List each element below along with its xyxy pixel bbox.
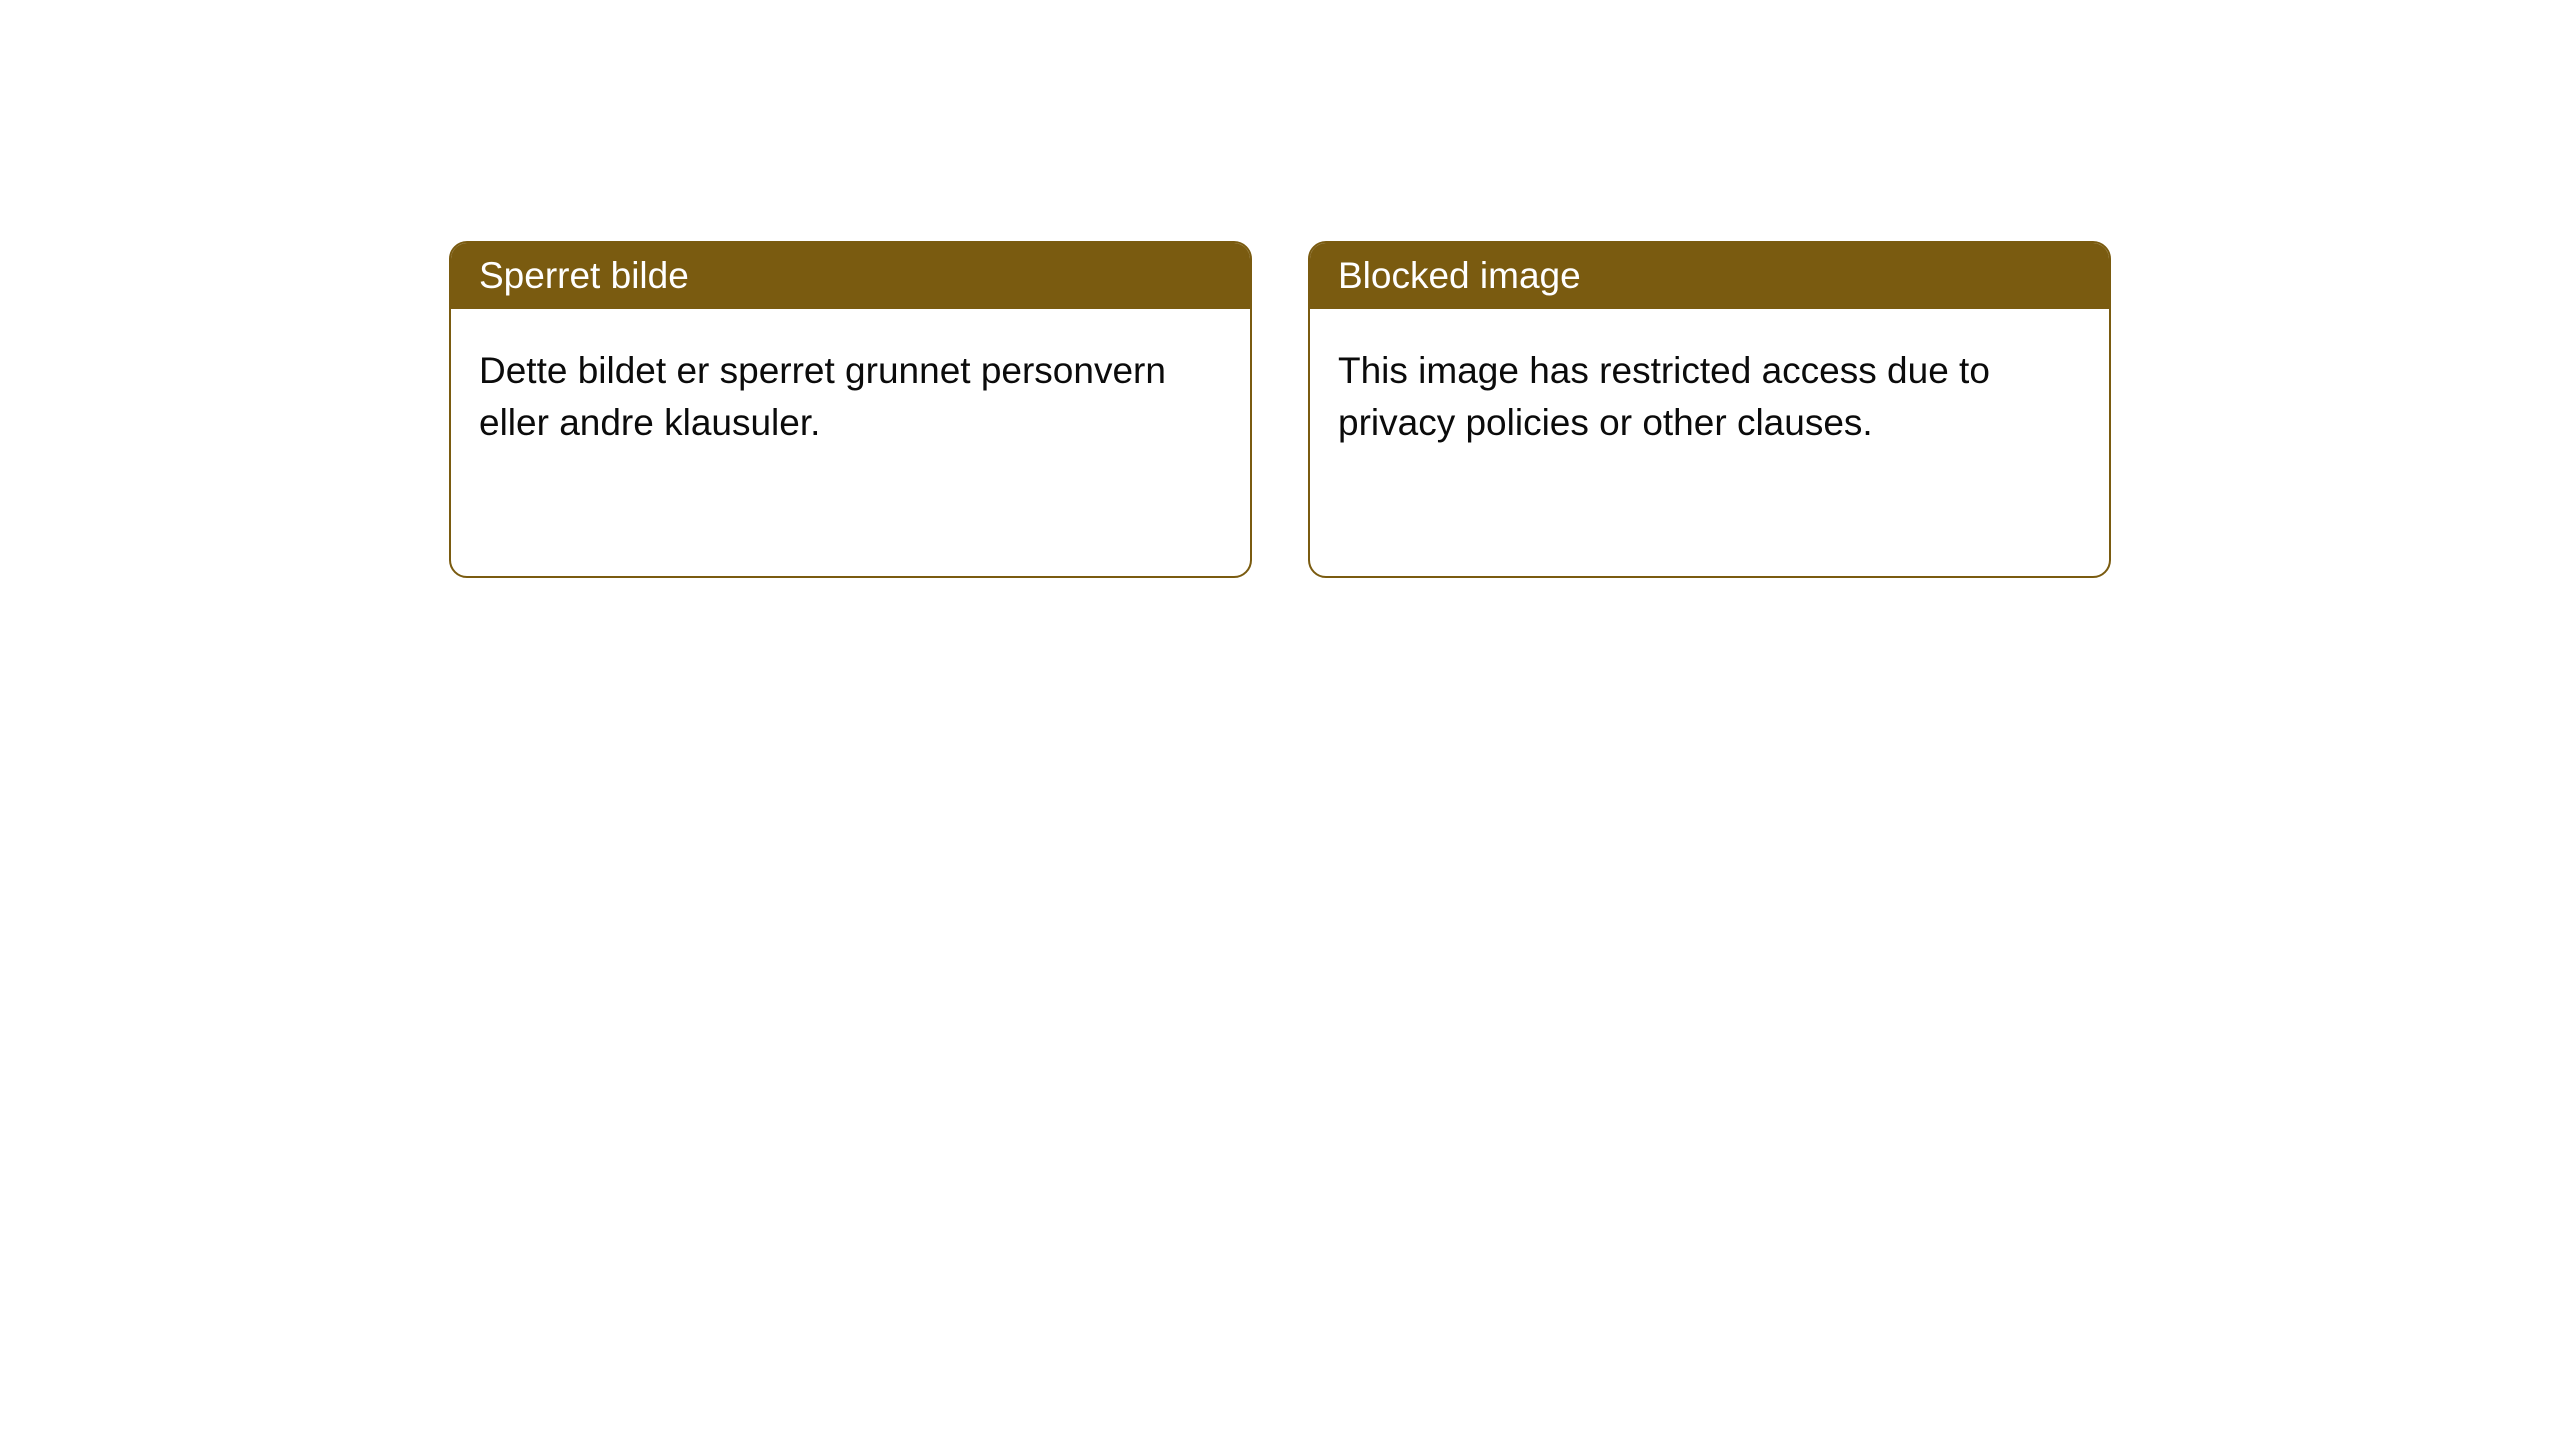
notice-title-english: Blocked image bbox=[1310, 243, 2109, 309]
notice-body-norwegian: Dette bildet er sperret grunnet personve… bbox=[451, 309, 1250, 485]
notice-container: Sperret bilde Dette bildet er sperret gr… bbox=[449, 241, 2111, 578]
notice-card-norwegian: Sperret bilde Dette bildet er sperret gr… bbox=[449, 241, 1252, 578]
notice-card-english: Blocked image This image has restricted … bbox=[1308, 241, 2111, 578]
notice-title-norwegian: Sperret bilde bbox=[451, 243, 1250, 309]
notice-body-english: This image has restricted access due to … bbox=[1310, 309, 2109, 485]
